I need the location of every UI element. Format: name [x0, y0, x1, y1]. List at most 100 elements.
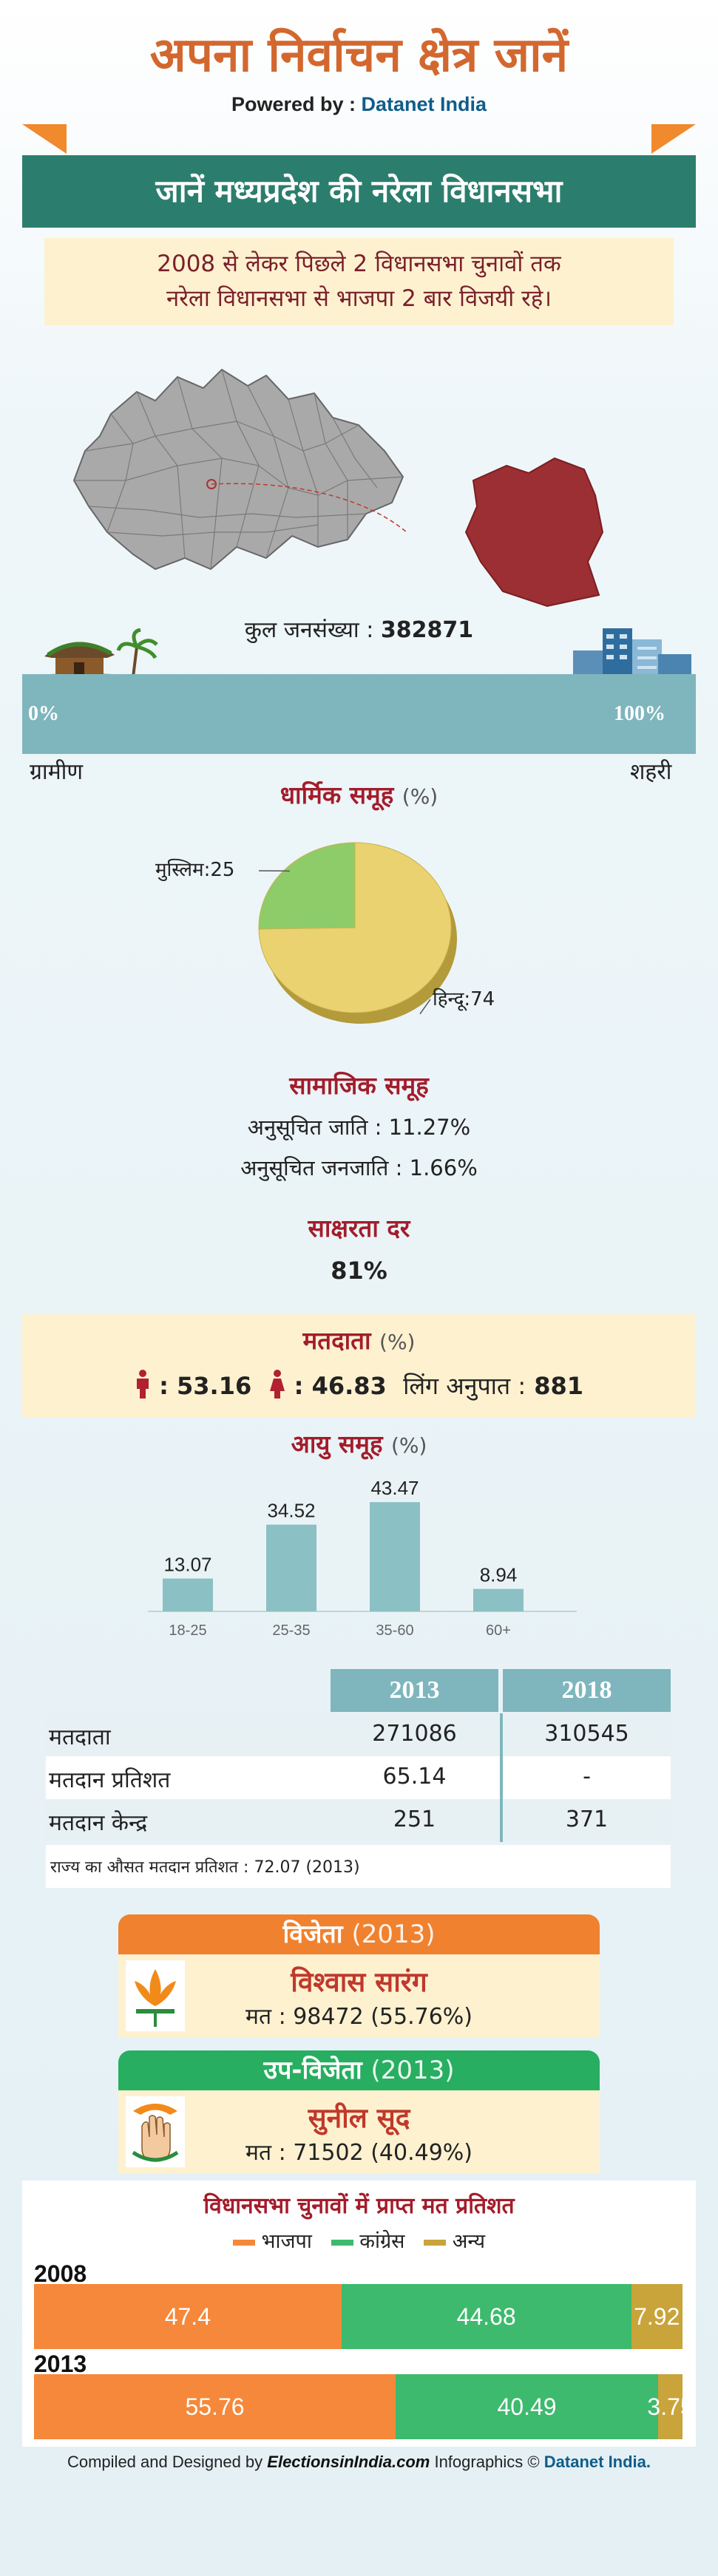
runner-up-card: सुनील सूद मत : 71502 (40.49%) — [118, 2090, 600, 2173]
vote-share-title: विधानसभा चुनावों में प्राप्त मत प्रतिशत — [203, 2193, 515, 2219]
runner-up-name: सुनील सूद — [308, 2102, 410, 2134]
page-title: अपना निर्वाचन क्षेत्र जानें — [149, 28, 569, 83]
population: कुल जनसंख्या : 382871 — [0, 614, 718, 644]
rural-percent: 0% — [28, 702, 59, 725]
pie-label-muslim: मुस्लिम:25 — [155, 858, 234, 881]
table-row — [46, 1756, 671, 1799]
legend-inc: कांग्रेस — [359, 2230, 405, 2253]
table-header-2018: 2018 — [561, 1676, 612, 1704]
winner-year: (2013) — [351, 1920, 436, 1949]
footer-prefix: Compiled and Designed by — [67, 2453, 263, 2471]
rural-label: ग्रामीण — [30, 759, 84, 785]
state-average-note: राज्य का औसत मतदान प्रतिशत : 72.07 (2013… — [50, 1858, 360, 1877]
urban-percent: 100% — [614, 702, 665, 725]
vote-share-segment-2008-1: 44.68 — [341, 2284, 631, 2349]
table-divider — [500, 1713, 503, 1842]
vote-share-segment-2013-1: 40.49 — [396, 2374, 659, 2439]
powered-prefix: Powered by : — [231, 93, 356, 115]
female-icon — [269, 1370, 285, 1399]
literacy-value: 81% — [331, 1257, 387, 1285]
table-header-2018-bg — [503, 1669, 671, 1712]
year-label-2008: 2008 — [34, 2260, 87, 2287]
legend-swatch-bjp — [232, 2239, 255, 2246]
row-booths-2013: 251 — [393, 1807, 436, 1832]
rural-hut-icon — [30, 628, 158, 680]
age-category-label: 25-35 — [272, 1622, 310, 1639]
summary-box: 2008 से लेकर पिछले 2 विधानसभा चुनावों तक… — [44, 238, 674, 325]
age-bar-chart: 13.07 18-25 34.52 25-35 43.47 35-60 8.94 60+ — [148, 1477, 577, 1639]
age-heading: आयु समूह (%) — [0, 1427, 718, 1460]
religion-heading: धार्मिक समूह (%) — [0, 778, 718, 811]
ribbon-tail-right — [651, 124, 696, 154]
st-percent: अनुसूचित जनजाति : 1.66% — [240, 1155, 478, 1180]
sex-ratio-value: 881 — [534, 1372, 584, 1400]
vote-share-segment-2008-2: 7.92 — [631, 2284, 683, 2349]
age-bar-18-25 — [163, 1578, 213, 1611]
age-bar-25-35 — [266, 1524, 316, 1611]
age-value-label: 43.47 — [370, 1477, 419, 1499]
footer-site: ElectionsinIndia.com — [267, 2453, 430, 2471]
age-category-label: 60+ — [486, 1622, 511, 1639]
hand-party-icon — [126, 2096, 185, 2167]
vote-share-segment-2008-0: 47.4 — [34, 2284, 342, 2349]
constituency-map — [464, 457, 604, 608]
table-row — [46, 1799, 671, 1842]
runner-up-votes: मत : 71502 (40.49%) — [245, 2140, 473, 2166]
voter-gender-line: : 53.16 : 46.83 लिंग अनुपात : 881 — [0, 1369, 718, 1401]
sex-ratio-label: लिंग अनुपात : — [403, 1372, 526, 1400]
urban-label: शहरी — [630, 759, 672, 785]
religion-heading-text: धार्मिक समूह — [280, 781, 394, 809]
row-label-turnout: मतदान प्रतिशत — [49, 1767, 171, 1793]
row-label-voters: मतदाता — [49, 1724, 111, 1750]
vote-share-segment-2013-2: 3.75 — [647, 2374, 694, 2439]
age-heading-text: आयु समूह — [291, 1430, 383, 1458]
vote-share-bar-2013: 55.76 40.49 3.75 — [34, 2374, 694, 2439]
vote-share-bar-2008: 47.4 44.68 7.92 — [34, 2284, 683, 2349]
voters-unit: (%) — [379, 1330, 416, 1354]
legend-swatch-inc — [331, 2239, 353, 2246]
age-category-label: 18-25 — [169, 1622, 206, 1639]
population-value: 382871 — [380, 617, 474, 643]
sc-percent: अनुसूचित जाति : 11.27% — [247, 1115, 471, 1140]
population-label: कुल जनसंख्या : — [244, 617, 374, 643]
pie-slice-1 — [258, 842, 356, 930]
age-category-label: 35-60 — [376, 1622, 413, 1639]
powered-brand: Datanet India — [361, 93, 487, 115]
footer-brand: Datanet India. — [543, 2453, 651, 2471]
male-icon — [136, 1370, 149, 1399]
age-value-label: 8.94 — [480, 1564, 518, 1586]
ribbon-tail-left — [22, 124, 67, 154]
voters-heading: मतदाता (%) — [0, 1323, 718, 1356]
title-banner: जानें मध्यप्रदेश की नरेला विधानसभा — [22, 155, 696, 228]
winner-title: विजेता — [282, 1920, 343, 1949]
lotus-party-icon — [126, 1960, 185, 2031]
row-turnout-2018: - — [583, 1764, 591, 1790]
age-bar-35-60 — [370, 1502, 420, 1611]
runner-up-header: उप-विजेता (2013) — [118, 2050, 600, 2090]
male-percent: : 53.16 — [159, 1372, 252, 1400]
runner-up-year: (2013) — [370, 2056, 455, 2085]
literacy-heading: साक्षरता दर — [308, 1214, 410, 1243]
row-voters-2018: 310545 — [544, 1721, 629, 1747]
legend-swatch-other — [424, 2239, 447, 2246]
age-bar-60+ — [473, 1588, 524, 1611]
female-percent: : 46.83 — [294, 1372, 387, 1400]
winner-header: विजेता (2013) — [118, 1914, 600, 1954]
voters-heading-text: मतदाता — [302, 1326, 371, 1355]
legend-other: अन्य — [452, 2230, 486, 2253]
legend-bjp: भाजपा — [261, 2230, 312, 2253]
summary-line-1: 2008 से लेकर पिछले 2 विधानसभा चुनावों तक — [157, 251, 561, 277]
row-label-booths: मतदान केन्द्र — [49, 1810, 148, 1836]
urban-rural-bar — [22, 674, 696, 754]
urban-buildings-icon — [573, 628, 691, 680]
summary-line-2: नरेला विधानसभा से भाजपा 2 बार विजयी रहे। — [166, 285, 552, 312]
winner-votes: मत : 98472 (55.76%) — [245, 2004, 473, 2030]
voters-box — [22, 1314, 696, 1418]
age-value-label: 34.52 — [267, 1500, 315, 1522]
table-row — [46, 1713, 671, 1756]
footer: Compiled and Designed by ElectionsinIndi… — [0, 2453, 718, 2472]
table-header-2013: 2013 — [389, 1676, 440, 1704]
social-heading: सामाजिक समूह — [289, 1071, 429, 1100]
row-turnout-2013: 65.14 — [382, 1764, 447, 1790]
winner-card: विश्वास सारंग मत : 98472 (55.76%) — [118, 1954, 600, 2037]
